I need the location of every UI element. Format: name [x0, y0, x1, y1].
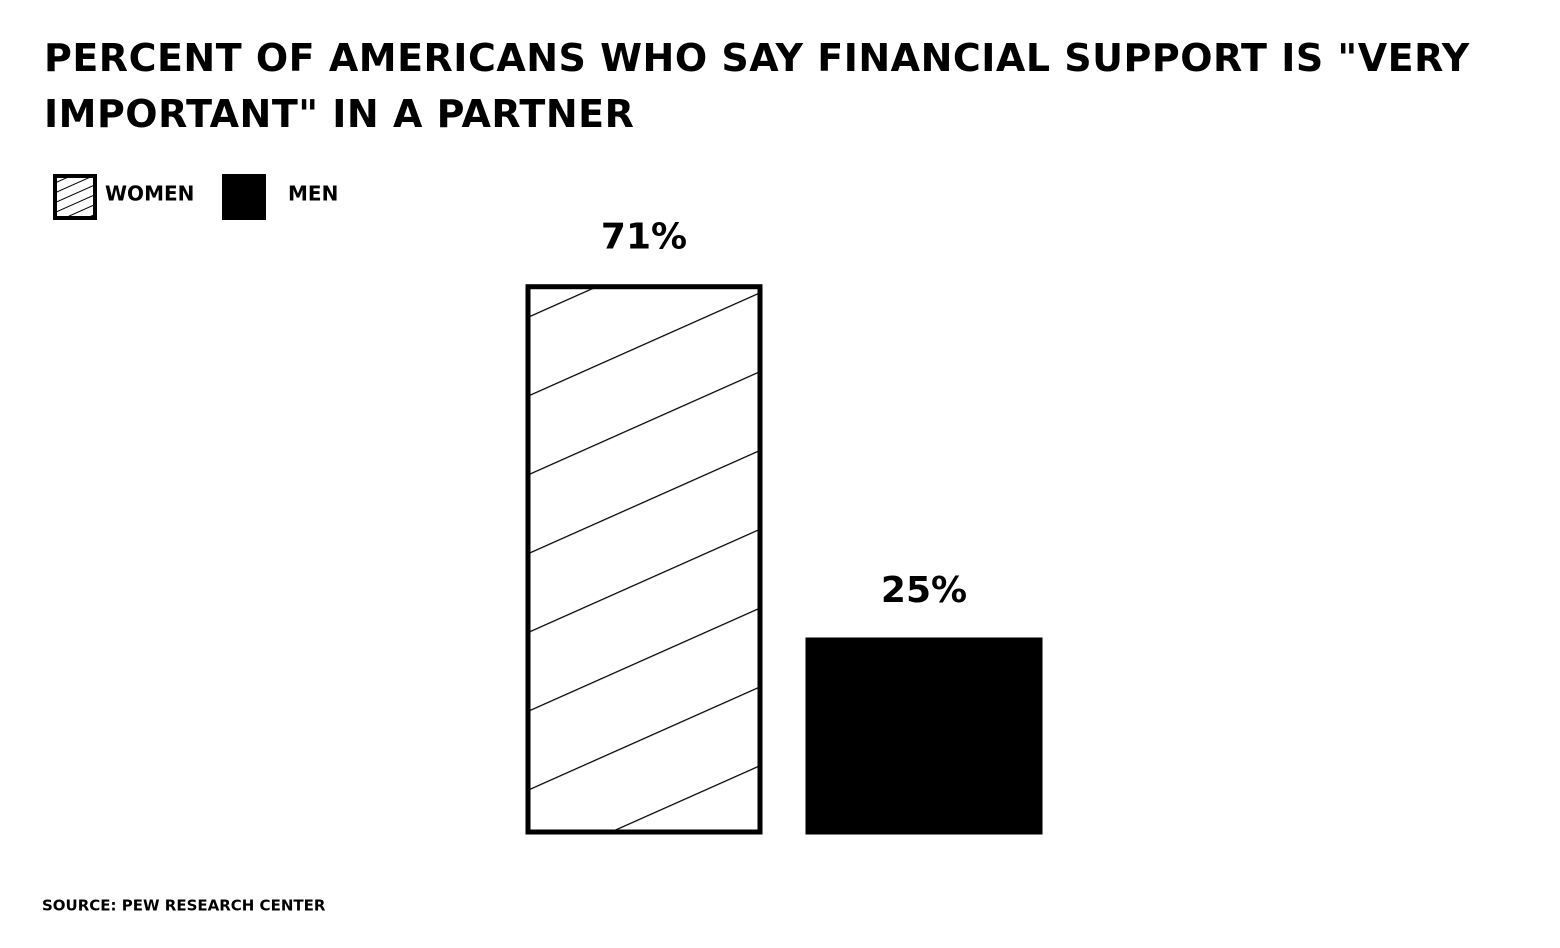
legend-label: WOMEN — [105, 182, 194, 206]
legend-swatch — [53, 174, 97, 220]
bar — [525, 284, 763, 835]
bar — [805, 637, 1043, 835]
chart-title: PERCENT OF AMERICANS WHO SAY FINANCIAL S… — [44, 36, 1470, 136]
value-label: 71% — [601, 217, 687, 258]
legend-label: MEN — [288, 182, 338, 206]
legend-swatch — [222, 174, 266, 220]
source: SOURCE: PEW RESEARCH CENTER — [42, 897, 326, 915]
value-label: 25% — [881, 570, 967, 611]
